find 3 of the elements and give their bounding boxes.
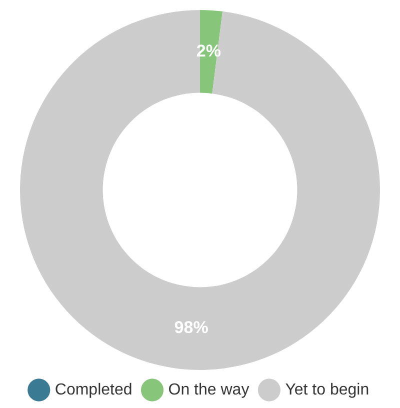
legend-label: Completed <box>54 381 132 398</box>
legend-label: Yet to begin <box>285 381 370 398</box>
legend-label: On the way <box>168 381 250 398</box>
